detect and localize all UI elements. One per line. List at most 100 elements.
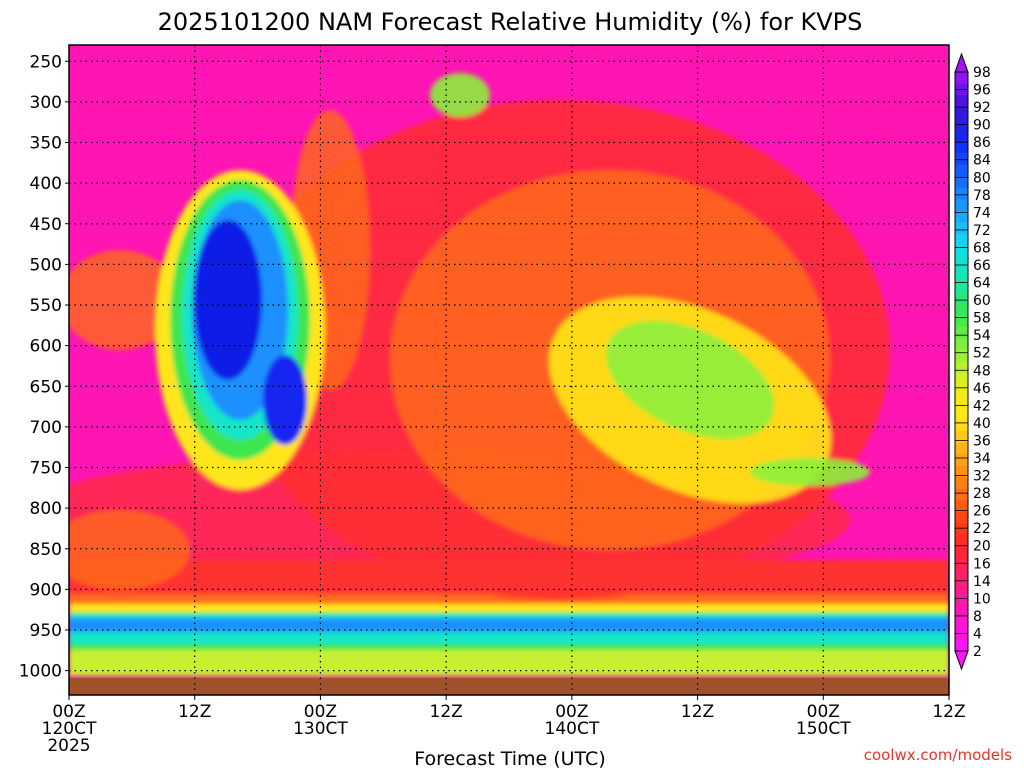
colorbar-tick-label: 40 [973, 416, 991, 432]
y-tick-label: 800 [30, 499, 62, 519]
x-tick-label: 00Z [52, 702, 85, 722]
colorbar-swatch [955, 465, 968, 478]
colorbar-swatch [955, 442, 968, 455]
colorbar-tick-label: 20 [973, 539, 991, 555]
field-plume-tail [263, 355, 307, 445]
y-tick-label: 600 [30, 337, 62, 357]
colorbar-swatch [955, 477, 968, 490]
colorbar-tick-label: 8 [973, 609, 982, 625]
colorbar-tick-label: 48 [973, 363, 991, 379]
colorbar-swatch [955, 268, 968, 282]
colorbar-swatch [955, 292, 968, 305]
colorbar-tick-label: 10 [973, 591, 991, 607]
colorbar-tick-label: 4 [973, 626, 982, 642]
colorbar-swatch [955, 407, 968, 420]
plot-area [69, 45, 949, 695]
colorbar-swatch [955, 95, 968, 108]
x-tick-label: 120CT [42, 719, 97, 739]
field-plume-deep-blue [194, 220, 262, 380]
colorbar-tick-label: 16 [973, 556, 991, 572]
colorbar-tick-label: 22 [973, 521, 991, 537]
y-tick-label: 400 [30, 174, 62, 194]
x-tick-label: 12Z [178, 702, 211, 722]
colorbar-swatch [955, 106, 968, 119]
colorbar-tick-label: 64 [973, 276, 991, 292]
y-tick-label: 850 [30, 540, 62, 560]
colorbar-swatch [955, 454, 968, 467]
x-tick-label: 12Z [932, 702, 965, 722]
colorbar-tick-label: 98 [973, 65, 991, 81]
colorbar-swatch [955, 523, 968, 536]
colorbar-swatch [955, 257, 968, 270]
x-tick-label: 150CT [796, 719, 851, 739]
colorbar-tick-label: 26 [973, 504, 991, 520]
y-tick-label: 950 [30, 621, 62, 641]
field-low-band-blue [69, 618, 949, 632]
colorbar-tick-label: 78 [973, 188, 991, 204]
chart-title: 2025101200 NAM Forecast Relative Humidit… [158, 8, 863, 36]
colorbar-swatch [955, 280, 968, 293]
y-tick-label: 900 [30, 580, 62, 600]
colorbar-swatch [955, 361, 968, 374]
colorbar-swatch [955, 338, 968, 351]
y-tick-label: 1000 [19, 662, 62, 682]
colorbar-swatch [955, 199, 968, 212]
plot-frame [68, 44, 950, 696]
colorbar-tick-label: 36 [973, 433, 991, 449]
colorbar-tick-label: 2 [973, 644, 982, 660]
colorbar-tick-label: 92 [973, 100, 991, 116]
x-tick-label: 00Z [555, 702, 588, 722]
colorbar-tick-label: 74 [973, 205, 991, 221]
colorbar-tick-label: 28 [973, 486, 991, 502]
field-low-band-yellow2 [69, 650, 949, 676]
colorbar-swatch [955, 616, 968, 629]
field-orange-left [69, 250, 180, 350]
x-tick-label: 00Z [807, 702, 840, 722]
colorbar-tick-label: 54 [973, 328, 991, 344]
colorbar-swatch [955, 593, 968, 606]
field-green-diag [605, 320, 775, 440]
colorbar-tick-label: 58 [973, 311, 991, 327]
colorbar-swatch [955, 153, 968, 166]
colorbar-swatch [955, 430, 968, 444]
colorbar-tick-label: 34 [973, 451, 991, 467]
colorbar-swatch [955, 384, 968, 397]
colorbar-swatch [955, 141, 968, 154]
colorbar-swatch [955, 419, 968, 432]
colorbar-swatch [955, 222, 968, 235]
colorbar-swatch [955, 581, 968, 594]
colorbar-swatch [955, 176, 968, 189]
y-tick-label: 500 [30, 255, 62, 275]
colorbar-swatch [955, 349, 968, 363]
colorbar-tick-label: 80 [973, 170, 991, 186]
x-axis-label: Forecast Time (UTC) [414, 748, 605, 768]
colorbar-top-arrow [954, 52, 969, 73]
colorbar-swatch [955, 396, 968, 409]
colorbar-swatch [955, 569, 968, 583]
y-tick-label: 450 [30, 215, 62, 235]
x-tick-label: 12Z [681, 702, 714, 722]
field-low-band-yellow [69, 604, 949, 614]
colorbar-swatch [955, 164, 968, 177]
colorbar-tick-label: 96 [973, 83, 991, 99]
y-tick-label: 300 [30, 93, 62, 113]
colorbar-tick-label: 72 [973, 223, 991, 239]
colorbar-swatch [955, 234, 968, 247]
colorbar-tick-label: 52 [973, 346, 991, 362]
x-tick-label: 2025 [47, 736, 90, 756]
y-tick-label: 750 [30, 459, 62, 479]
colorbar-tick-label: 86 [973, 135, 991, 151]
colorbar-swatch [955, 604, 968, 617]
field-blob-top [430, 73, 490, 117]
colorbar-swatch [955, 627, 968, 641]
colorbar-tick-label: 14 [973, 574, 991, 590]
colorbar-swatch [955, 500, 968, 513]
y-tick-label: 700 [30, 418, 62, 438]
grid-lines [69, 45, 949, 695]
colorbar-swatch [955, 315, 968, 328]
colorbar-tick-label: 42 [973, 398, 991, 414]
x-tick-label: 130CT [293, 719, 348, 739]
colorbar-swatch [955, 187, 968, 200]
